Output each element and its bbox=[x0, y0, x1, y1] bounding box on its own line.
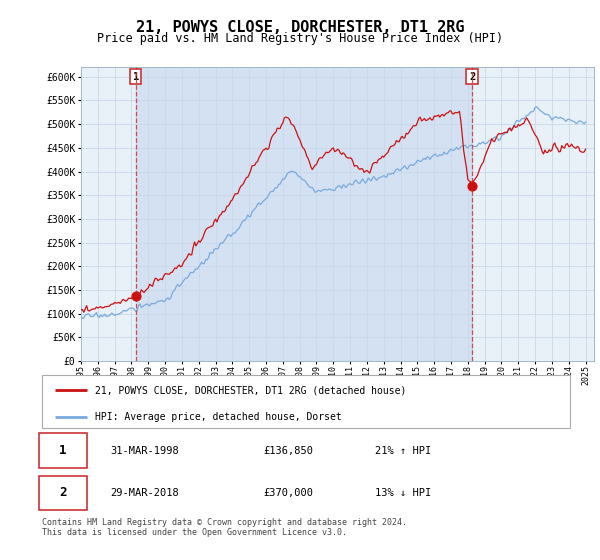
Point bbox=[131, 292, 140, 301]
Text: 21, POWYS CLOSE, DORCHESTER, DT1 2RG (detached house): 21, POWYS CLOSE, DORCHESTER, DT1 2RG (de… bbox=[95, 385, 406, 395]
Text: 29-MAR-2018: 29-MAR-2018 bbox=[110, 488, 179, 498]
Text: 1: 1 bbox=[133, 72, 139, 82]
Text: Contains HM Land Registry data © Crown copyright and database right 2024.
This d: Contains HM Land Registry data © Crown c… bbox=[42, 518, 407, 538]
Text: 1: 1 bbox=[59, 444, 67, 457]
Text: 31-MAR-1998: 31-MAR-1998 bbox=[110, 446, 179, 456]
Text: 21, POWYS CLOSE, DORCHESTER, DT1 2RG: 21, POWYS CLOSE, DORCHESTER, DT1 2RG bbox=[136, 20, 464, 35]
Text: 13% ↓ HPI: 13% ↓ HPI bbox=[374, 488, 431, 498]
Text: 21% ↑ HPI: 21% ↑ HPI bbox=[374, 446, 431, 456]
Text: 2: 2 bbox=[59, 487, 67, 500]
FancyBboxPatch shape bbox=[42, 375, 570, 428]
Text: £136,850: £136,850 bbox=[264, 446, 314, 456]
Bar bbox=[136, 67, 472, 361]
FancyBboxPatch shape bbox=[40, 475, 87, 510]
Text: 2: 2 bbox=[469, 72, 475, 82]
Text: Price paid vs. HM Land Registry's House Price Index (HPI): Price paid vs. HM Land Registry's House … bbox=[97, 32, 503, 45]
FancyBboxPatch shape bbox=[40, 433, 87, 468]
Text: £370,000: £370,000 bbox=[264, 488, 314, 498]
Point bbox=[467, 181, 477, 190]
Text: HPI: Average price, detached house, Dorset: HPI: Average price, detached house, Dors… bbox=[95, 412, 341, 422]
